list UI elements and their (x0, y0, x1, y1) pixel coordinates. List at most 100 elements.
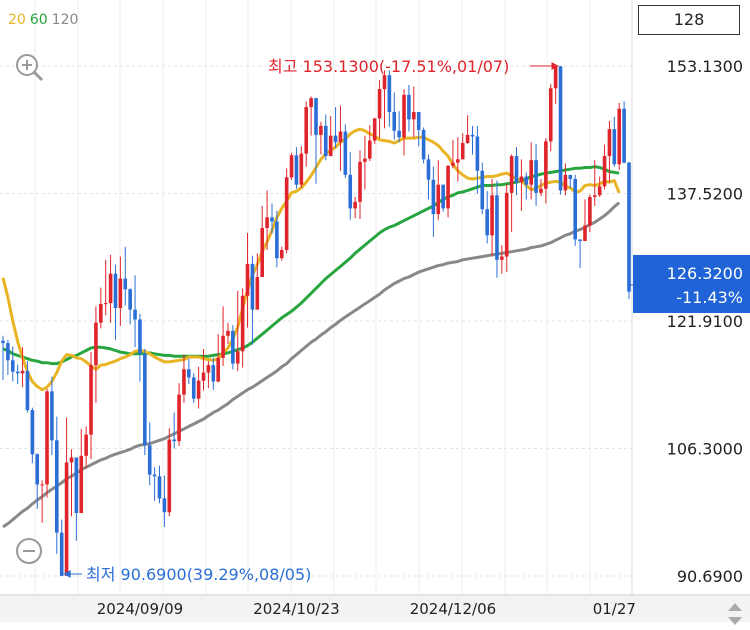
zoom-in-icon[interactable] (14, 52, 44, 82)
candle-body (475, 136, 480, 171)
candle (597, 176, 602, 197)
candle-body (1, 340, 5, 344)
candle-body (177, 394, 181, 442)
candle-body (260, 227, 265, 277)
max-annotation: 최고 153.1300(-17.51%,01/07) (268, 57, 509, 76)
candle-body (187, 369, 191, 378)
candle (416, 111, 421, 147)
candle (343, 124, 348, 179)
candle (553, 66, 558, 104)
candle (372, 117, 377, 144)
candle (265, 190, 269, 251)
candle-body (157, 476, 162, 499)
candle (529, 142, 533, 200)
candle (314, 98, 318, 184)
candle-body (583, 225, 587, 242)
candle (592, 160, 597, 206)
candle (64, 417, 69, 576)
candle-body (490, 195, 494, 236)
candle-body (147, 445, 152, 475)
candle (123, 246, 128, 306)
scroll-down-icon[interactable] (724, 611, 746, 625)
candle (397, 111, 401, 143)
candle (128, 288, 132, 325)
candle-body (314, 98, 318, 135)
candle-body (343, 131, 348, 175)
candle-body (588, 196, 592, 226)
candle (157, 465, 162, 504)
candle (392, 92, 397, 140)
x-tick-label: 2024/10/23 (253, 600, 339, 618)
candle-body (597, 186, 602, 196)
candle (20, 347, 25, 388)
candle (299, 146, 304, 188)
candle (1, 335, 5, 380)
legend-ma20[interactable]: 20 (8, 12, 26, 28)
candle (250, 255, 255, 345)
candle-body (20, 370, 25, 374)
candle (402, 89, 406, 156)
candle (284, 168, 289, 254)
candle (446, 165, 450, 218)
candle-body (201, 372, 206, 381)
candle (221, 306, 225, 367)
candle-body (172, 439, 176, 442)
candle (563, 163, 568, 196)
candle (309, 96, 313, 136)
candle (187, 358, 191, 384)
candle (74, 457, 79, 541)
candle-body (544, 141, 548, 189)
candle-body (333, 135, 338, 143)
legend-ma120[interactable]: 120 (51, 12, 79, 28)
candle (495, 180, 499, 278)
candle-body (25, 370, 30, 411)
y-tick-label: 106.3000 (667, 440, 743, 459)
candle (84, 426, 88, 469)
candle-body (529, 160, 533, 185)
candle-body (602, 156, 607, 187)
candle-body (353, 201, 357, 209)
candle-body (113, 273, 118, 309)
candle (548, 84, 553, 152)
candle-body (617, 108, 622, 165)
current-price: 126.3200 (667, 264, 743, 283)
candle-body (6, 343, 10, 361)
candle (294, 147, 299, 189)
candle-body (485, 209, 489, 236)
candle (460, 133, 465, 160)
candle (490, 178, 494, 257)
candle (54, 416, 59, 554)
candle (59, 519, 64, 576)
zoom-out-icon[interactable] (14, 536, 44, 566)
candle-body (279, 250, 284, 259)
candle-body (421, 129, 426, 160)
candle-body (133, 309, 137, 320)
candle-body (548, 88, 553, 142)
candle-body (196, 380, 201, 399)
candle (25, 361, 30, 413)
candle-body (10, 360, 15, 372)
candle (211, 357, 216, 390)
candle (607, 120, 612, 183)
candle-body (35, 454, 40, 485)
candle-body (319, 125, 323, 135)
period-button[interactable]: 128 (638, 5, 740, 35)
candle-body (245, 263, 250, 296)
candle-body (328, 135, 333, 157)
current-price-box: 126.3200 -11.43% (633, 254, 750, 313)
candle (30, 407, 35, 464)
candle (544, 138, 548, 204)
candle (182, 354, 186, 403)
candle-body (451, 162, 455, 166)
candle-body (206, 365, 211, 373)
candle (441, 184, 445, 212)
scroll-up-icon[interactable] (724, 598, 746, 611)
candle (573, 174, 578, 246)
candle (333, 107, 338, 148)
legend-ma60[interactable]: 60 (29, 12, 48, 28)
candle (407, 85, 411, 132)
candle-body (40, 484, 44, 486)
candle (304, 101, 309, 167)
ma120-line (2, 201, 621, 529)
candle-body (456, 159, 460, 163)
